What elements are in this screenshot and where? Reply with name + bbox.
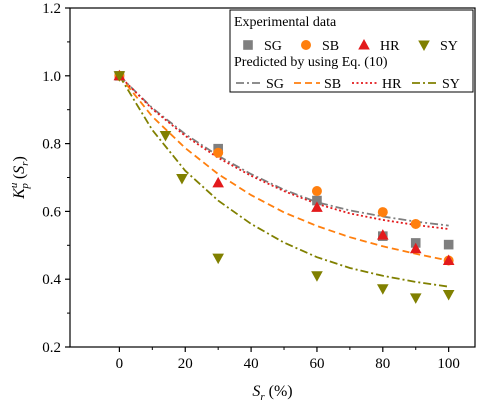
sy-point — [212, 253, 224, 265]
legend-predicted-sb-label: SB — [324, 77, 341, 92]
y-tick-label: 0.6 — [42, 204, 61, 220]
legend-predicted-sg-label: SG — [266, 77, 284, 92]
x-tick-label: 0 — [116, 356, 124, 372]
sb-point — [311, 186, 322, 197]
sy-point — [409, 293, 422, 304]
sy-point — [311, 271, 323, 282]
hr-point — [409, 242, 422, 254]
sy-point — [176, 174, 188, 185]
sy-point — [113, 71, 126, 82]
x-tick-label: 80 — [375, 356, 390, 372]
x-axis-label: Sr (%) — [252, 383, 292, 403]
sb-point — [213, 147, 224, 158]
legend-predicted-title: Predicted by using Eq. (10) — [234, 55, 388, 70]
sb-point — [377, 207, 388, 218]
legend-sg-marker — [243, 40, 253, 50]
legend-sb-marker — [301, 40, 311, 50]
predicted-sy-line — [118, 75, 449, 288]
x-tick-label: 40 — [244, 356, 259, 372]
axes-layer: 0 20 40 60 80 100 0.2 0.4 0.6 0.8 1.0 1.2 Sr (%) Kup … — [8, 1, 476, 403]
legend-experimental-title: Experimental data — [234, 15, 337, 30]
sy-point — [377, 284, 389, 295]
legend-sy-label: SY — [440, 39, 458, 54]
predicted-hr-line — [118, 75, 449, 230]
legend: Experimental data Predicted by using Eq. … — [229, 9, 474, 93]
legend-box — [229, 9, 474, 93]
y-tick-label: 0.4 — [42, 272, 61, 288]
hr-point — [212, 176, 224, 188]
legend-sy-marker — [418, 40, 430, 51]
legend-hr-marker — [358, 39, 370, 50]
hr-point — [311, 201, 323, 212]
legend-sg-label: SG — [264, 39, 282, 54]
legend-predicted-sy-label: SY — [442, 77, 460, 92]
sb-point — [410, 218, 421, 229]
hr-point — [377, 229, 389, 240]
hr-point — [442, 254, 455, 266]
y-axis-label: Kup (Sr) — [8, 156, 31, 200]
legend-sb-label: SB — [322, 39, 339, 54]
x-tick-label: 100 — [437, 356, 460, 372]
x-tick-label: 60 — [309, 356, 324, 372]
y-tick-label: 1.2 — [42, 1, 61, 17]
legend-predicted-hr-label: HR — [382, 77, 402, 92]
legend-hr-label: HR — [380, 39, 400, 54]
x-tick-label: 20 — [178, 356, 193, 372]
predicted-sb-line — [118, 75, 449, 262]
predicted-sg-line — [118, 75, 449, 227]
y-tick-label: 0.2 — [42, 340, 61, 356]
y-tick-label: 0.8 — [42, 137, 61, 153]
sy-point — [159, 130, 172, 142]
sg-point — [443, 239, 454, 250]
plot-layer — [113, 69, 455, 304]
sy-point — [442, 289, 455, 301]
sg-point — [312, 195, 322, 206]
y-tick-label: 1.0 — [42, 69, 61, 85]
